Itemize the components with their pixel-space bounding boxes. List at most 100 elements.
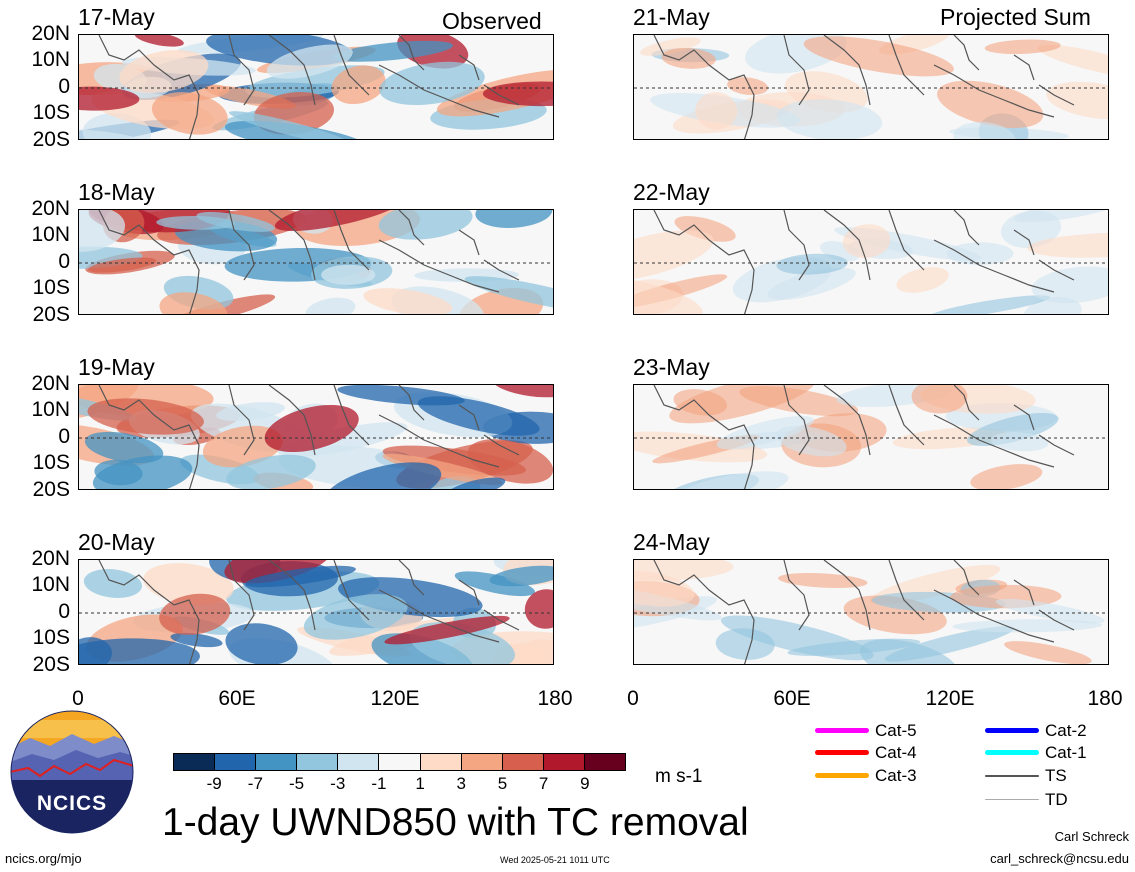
anomaly-blob [991,432,1049,452]
map-field [79,35,553,139]
tc-legend-line [985,775,1039,777]
colorbar-swatch [255,754,297,770]
anomaly-blob [83,569,142,598]
tc-legend-label: Cat-2 [1045,721,1087,740]
panel-tag: Observed [442,8,542,34]
coastline [98,210,520,314]
anomaly-map [78,34,554,140]
anomaly-blob [995,598,1105,624]
anomaly-blob [229,111,352,139]
colorbar-swatch [214,754,256,770]
anomaly-blob [224,120,370,139]
anomaly-blob [1037,44,1108,79]
tc-legend-line [815,728,869,733]
anomaly-blob [492,385,553,398]
anomaly-blob [1027,232,1108,258]
colorbar-tick: 9 [580,774,590,793]
anomaly-blob [896,267,949,293]
anomaly-map [633,384,1109,490]
footer-url: ncics.org/mjo [5,851,82,866]
anomaly-blob [379,61,485,105]
lat-label: 20S [32,128,70,151]
anomaly-blob [464,276,553,314]
anomaly-blob [911,385,968,414]
map-field [79,560,553,664]
anomaly-blob [225,623,298,664]
anomaly-blob [669,385,816,424]
anomaly-blob [445,477,506,489]
colorbar-units: m s-1 [655,766,703,787]
coastline [653,560,1075,664]
anomaly-blob [489,565,553,587]
panel-date: 17-May [78,4,155,30]
tc-legend-label: Cat-5 [875,721,917,740]
anomaly-blob [159,292,228,314]
anomaly-blob [970,464,1043,489]
lat-label: 0 [58,425,70,448]
anomaly-map [633,209,1109,315]
anomaly-blob [143,563,234,605]
anomaly-map [633,559,1109,665]
anomaly-blob [946,242,1014,265]
lat-label: 10S [32,276,70,299]
anomaly-blob [84,431,164,464]
anomaly-blob [264,404,359,453]
lat-label: 20N [31,547,70,570]
lon-label: 120E [925,687,975,710]
anomaly-map [78,209,554,315]
anomaly-blob [92,455,193,489]
anomaly-blob [695,92,738,130]
anomaly-blob [475,210,553,228]
anomaly-blob [134,35,184,47]
anomaly-blob [79,86,140,111]
anomaly-blob [274,210,407,232]
anomaly-blob [1013,210,1108,223]
anomaly-blob [245,565,356,588]
anomaly-blob [266,44,353,79]
footer-email: carl_schreck@ncsu.edu [990,851,1129,866]
colorbar-swatch [460,754,502,770]
anomaly-blob [715,628,775,660]
map-field [634,385,1108,489]
lat-label: 10N [31,48,70,71]
anomaly-blob [332,40,453,62]
colorbar-swatch [296,754,338,770]
anomaly-blob [634,560,734,581]
colorbar-tick: 1 [415,774,425,793]
panel-date: 23-May [633,354,710,380]
lon-label: 0 [627,687,639,710]
footer-author: Carl Schreck [1054,829,1129,844]
colorbar-swatch [583,754,626,770]
colorbar-tick: -9 [206,774,222,793]
lat-label: 20S [32,653,70,676]
lat-label: 10S [32,626,70,649]
anomaly-blob [384,615,510,645]
anomaly-blob [363,288,453,314]
anomaly-blob [1031,266,1108,304]
anomaly-blob [984,39,1061,55]
map-field [634,35,1108,139]
tc-legend-line [985,799,1039,800]
colorbar-swatch [174,754,215,770]
tc-legend-line [985,750,1039,755]
tc-legend-label: Cat-1 [1045,743,1087,762]
colorbar-tick: -1 [371,774,387,793]
panel-date: 18-May [78,179,155,205]
anomaly-blob [378,210,473,240]
coastline [653,210,1075,314]
lat-label: 10S [32,101,70,124]
tc-legend-label: TS [1045,766,1067,785]
colorbar-swatch [337,754,379,770]
lat-label: 20N [31,372,70,395]
anomaly-blob [674,216,736,242]
colorbar-swatch [542,754,584,770]
tc-legend-label: Cat-3 [875,766,917,785]
lat-label: 20N [31,22,70,45]
anomaly-blob [842,224,891,258]
map-field [79,210,553,314]
map-field [79,385,553,489]
coastline [98,385,520,489]
anomaly-blob [226,454,316,489]
coastline [653,35,1075,139]
anomaly-blob [417,396,540,436]
